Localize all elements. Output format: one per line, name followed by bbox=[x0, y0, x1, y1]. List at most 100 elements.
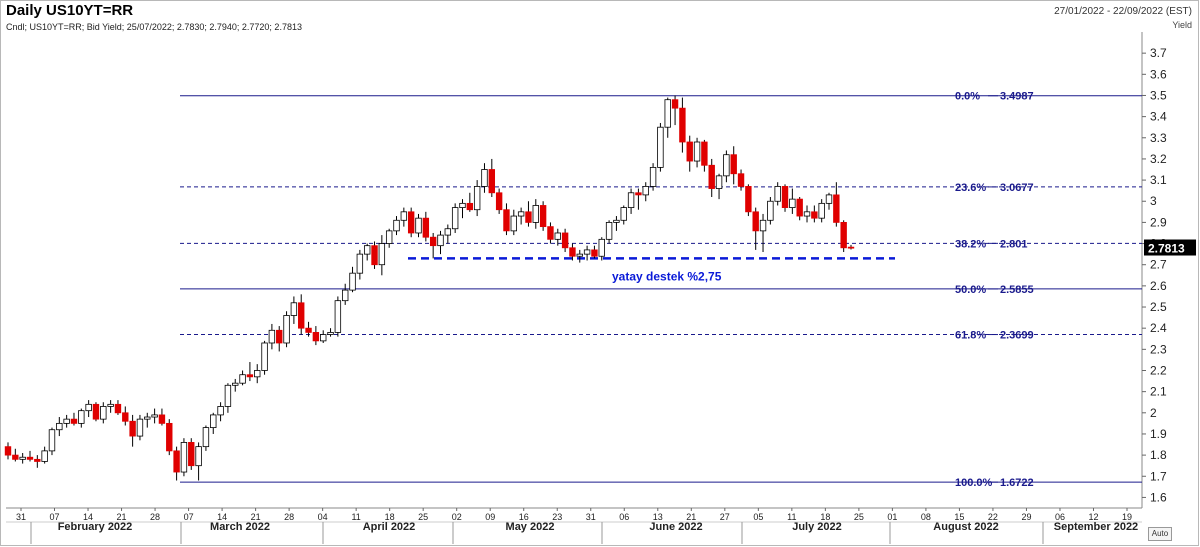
x-tick-label: 18 bbox=[820, 512, 830, 522]
candle bbox=[283, 315, 290, 344]
month-label: June 2022 bbox=[649, 521, 702, 533]
candle bbox=[503, 209, 510, 232]
candle bbox=[517, 211, 525, 217]
x-tick-label: 15 bbox=[954, 512, 964, 522]
candle bbox=[298, 302, 305, 329]
candle bbox=[393, 219, 400, 232]
y-tick-label: 3 bbox=[1150, 194, 1157, 208]
candle bbox=[459, 202, 466, 208]
fib-percent-label: 23.6% bbox=[955, 182, 986, 194]
candle bbox=[166, 422, 173, 452]
y-tick-label: 1.6 bbox=[1150, 490, 1167, 504]
candle bbox=[759, 219, 767, 232]
candle bbox=[488, 169, 496, 194]
y-tick-label: 2.3 bbox=[1150, 342, 1167, 356]
candle bbox=[378, 243, 386, 266]
candle bbox=[649, 166, 657, 187]
y-tick-label: 1.9 bbox=[1150, 427, 1167, 441]
month-label: March 2022 bbox=[210, 521, 270, 533]
y-axis-unit: Yield bbox=[1172, 20, 1192, 30]
x-tick-label: 22 bbox=[988, 512, 998, 522]
x-tick-label: 27 bbox=[720, 512, 730, 522]
x-tick-label: 07 bbox=[50, 512, 60, 522]
candle bbox=[774, 186, 781, 202]
candle bbox=[349, 272, 356, 291]
candle bbox=[466, 202, 474, 211]
x-tick-label: 25 bbox=[854, 512, 864, 522]
month-label: April 2022 bbox=[363, 521, 416, 533]
month-label: August 2022 bbox=[933, 521, 998, 533]
x-tick-label: 21 bbox=[251, 512, 261, 522]
y-tick-label: 3.7 bbox=[1150, 46, 1167, 60]
candle bbox=[569, 247, 576, 257]
candle bbox=[737, 173, 745, 187]
candle bbox=[385, 230, 393, 244]
candle bbox=[100, 406, 107, 420]
candle bbox=[561, 232, 569, 249]
x-tick-label: 05 bbox=[753, 512, 763, 522]
x-tick-label: 14 bbox=[217, 512, 227, 522]
candle bbox=[41, 450, 48, 462]
candle bbox=[481, 169, 488, 187]
candle bbox=[327, 332, 334, 335]
candle bbox=[525, 211, 532, 223]
candle bbox=[679, 107, 686, 143]
x-tick-label: 28 bbox=[150, 512, 160, 522]
candle bbox=[796, 198, 803, 217]
y-tick-label: 2.7 bbox=[1150, 258, 1167, 272]
y-tick-label: 2.4 bbox=[1150, 321, 1167, 335]
candle bbox=[107, 403, 114, 407]
y-tick-label: 2.1 bbox=[1150, 385, 1167, 399]
y-tick-label: 3.5 bbox=[1150, 88, 1167, 102]
candle bbox=[605, 221, 613, 240]
y-tick-label: 1.7 bbox=[1150, 469, 1167, 483]
x-tick-label: 23 bbox=[552, 512, 562, 522]
y-tick-label: 3.1 bbox=[1150, 173, 1167, 187]
fib-percent-label: 38.2% bbox=[955, 238, 986, 250]
auto-scale-button[interactable]: Auto bbox=[1148, 527, 1172, 541]
candle bbox=[19, 456, 26, 460]
candle bbox=[70, 418, 78, 424]
candle bbox=[400, 211, 408, 221]
month-label: May 2022 bbox=[506, 521, 555, 533]
candle bbox=[56, 422, 63, 431]
candle bbox=[495, 192, 503, 211]
candle bbox=[539, 205, 547, 228]
x-tick-label: 13 bbox=[653, 512, 663, 522]
y-tick-label: 1.8 bbox=[1150, 448, 1167, 462]
y-tick-label: 3.3 bbox=[1150, 131, 1167, 145]
candle bbox=[708, 164, 715, 189]
x-tick-label: 12 bbox=[1088, 512, 1098, 522]
candle bbox=[78, 410, 85, 424]
x-tick-label: 08 bbox=[921, 512, 931, 522]
candle bbox=[63, 418, 70, 424]
candle bbox=[510, 215, 517, 232]
candle bbox=[12, 454, 19, 460]
x-tick-label: 31 bbox=[586, 512, 596, 522]
candle bbox=[4, 446, 12, 456]
last-price-label: 2.7813 bbox=[1148, 242, 1185, 256]
candle bbox=[26, 456, 34, 460]
y-tick-label: 3.6 bbox=[1150, 67, 1167, 81]
x-tick-label: 19 bbox=[1122, 512, 1132, 522]
candle bbox=[825, 194, 833, 204]
x-tick-label: 02 bbox=[452, 512, 462, 522]
candle bbox=[627, 192, 635, 208]
candle bbox=[341, 289, 349, 302]
month-label: September 2022 bbox=[1054, 521, 1138, 533]
candle bbox=[415, 217, 422, 234]
candle bbox=[320, 334, 327, 342]
candle bbox=[144, 416, 151, 420]
y-tick-label: 2.6 bbox=[1150, 279, 1167, 293]
x-tick-label: 18 bbox=[385, 512, 395, 522]
candle bbox=[290, 302, 298, 316]
fib-value-label: 2.801 bbox=[1000, 238, 1028, 250]
candle bbox=[847, 246, 855, 249]
chart-title: Daily US10YT=RR bbox=[6, 2, 134, 19]
candle bbox=[598, 238, 605, 257]
candle bbox=[532, 205, 539, 223]
x-tick-label: 09 bbox=[485, 512, 495, 522]
candle bbox=[202, 427, 210, 448]
candle bbox=[818, 202, 825, 219]
